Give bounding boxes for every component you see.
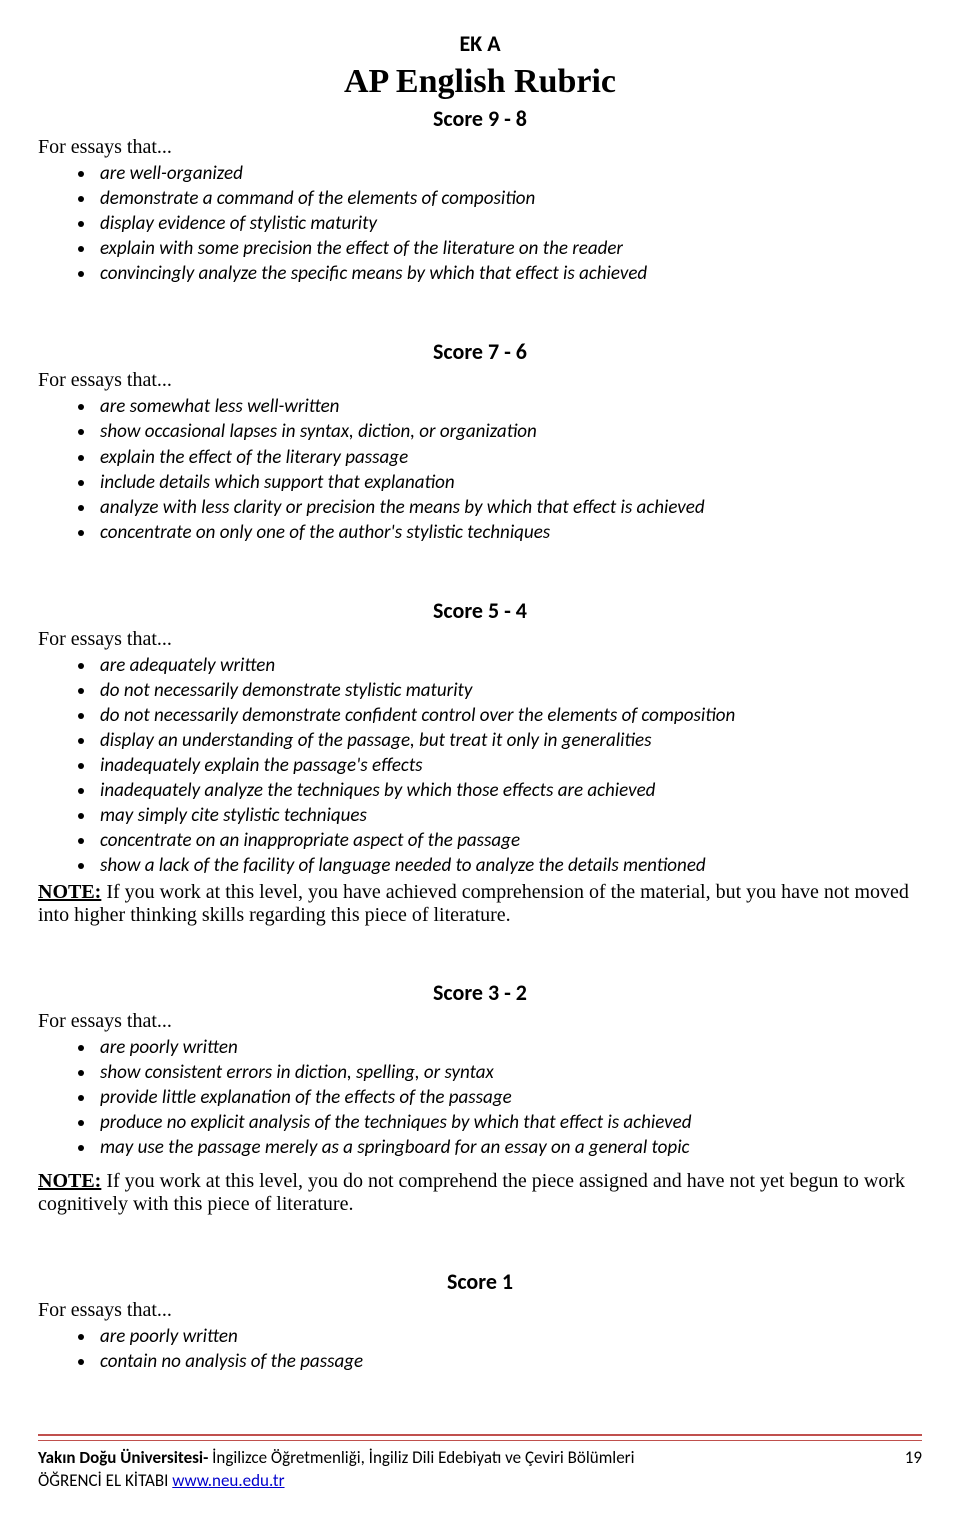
note-text: If you work at this level, you have achi… (38, 881, 909, 926)
header-label: EK A (38, 30, 922, 57)
lead-1: For essays that... (38, 369, 922, 392)
list-item: may use the passage merely as a springbo… (96, 1135, 922, 1160)
list-item: show a lack of the facility of language … (96, 853, 922, 878)
list-item: demonstrate a command of the elements of… (96, 186, 922, 211)
bullets-0: are well-organized demonstrate a command… (38, 161, 922, 286)
footer-rest: İngilizce Öğretmenliği, İngiliz Dili Ede… (208, 1447, 634, 1468)
lead-4: For essays that... (38, 1299, 922, 1322)
list-item: show consistent errors in diction, spell… (96, 1060, 922, 1085)
list-item: analyze with less clarity or precision t… (96, 495, 922, 520)
note-text: If you work at this level, you do not co… (38, 1170, 905, 1215)
score-3-2: Score 3 - 2 (38, 979, 922, 1006)
list-item: concentrate on only one of the author's … (96, 520, 922, 545)
footer: Yakın Doğu Üniversitesi- İngilizce Öğret… (38, 1434, 922, 1493)
footer-link[interactable]: www.neu.edu.tr (172, 1470, 284, 1491)
list-item: are adequately written (96, 653, 922, 678)
list-item: are poorly written (96, 1035, 922, 1060)
list-item: contain no analysis of the passage (96, 1349, 922, 1374)
list-item: include details which support that expla… (96, 470, 922, 495)
main-title: AP English Rubric (38, 63, 922, 101)
footer-rule (38, 1434, 922, 1441)
list-item: provide little explanation of the effect… (96, 1085, 922, 1110)
page-container: EK A AP English Rubric Score 9 - 8 For e… (0, 0, 960, 1513)
footer-content: Yakın Doğu Üniversitesi- İngilizce Öğret… (38, 1447, 922, 1493)
list-item: inadequately analyze the techniques by w… (96, 778, 922, 803)
footer-bold: Yakın Doğu Üniversitesi- (38, 1447, 208, 1468)
list-item: explain with some precision the effect o… (96, 236, 922, 261)
footer-line2-pre: ÖĞRENCİ EL KİTABI (38, 1470, 172, 1491)
lead-3: For essays that... (38, 1010, 922, 1033)
list-item: do not necessarily demonstrate stylistic… (96, 678, 922, 703)
bullets-1: are somewhat less well-written show occa… (38, 394, 922, 544)
list-item: are poorly written (96, 1324, 922, 1349)
score-9-8: Score 9 - 8 (38, 105, 922, 132)
note-3: NOTE: If you work at this level, you do … (38, 1170, 922, 1216)
list-item: concentrate on an inappropriate aspect o… (96, 828, 922, 853)
score-1: Score 1 (38, 1268, 922, 1295)
page-number: 19 (905, 1447, 922, 1468)
list-item: inadequately explain the passage's effec… (96, 753, 922, 778)
list-item: display evidence of stylistic maturity (96, 211, 922, 236)
list-item: are well-organized (96, 161, 922, 186)
bullets-2: are adequately written do not necessaril… (38, 653, 922, 879)
list-item: show occasional lapses in syntax, dictio… (96, 419, 922, 444)
note-label: NOTE: (38, 881, 101, 903)
list-item: may simply cite stylistic techniques (96, 803, 922, 828)
list-item: do not necessarily demonstrate confident… (96, 703, 922, 728)
list-item: are somewhat less well-written (96, 394, 922, 419)
footer-left: Yakın Doğu Üniversitesi- İngilizce Öğret… (38, 1447, 635, 1493)
lead-2: For essays that... (38, 628, 922, 651)
bullets-3: are poorly written show consistent error… (38, 1035, 922, 1160)
note-2: NOTE: If you work at this level, you hav… (38, 881, 922, 927)
list-item: convincingly analyze the specific means … (96, 261, 922, 286)
score-5-4: Score 5 - 4 (38, 597, 922, 624)
list-item: explain the effect of the literary passa… (96, 445, 922, 470)
list-item: display an understanding of the passage,… (96, 728, 922, 753)
list-item: produce no explicit analysis of the tech… (96, 1110, 922, 1135)
bullets-4: are poorly written contain no analysis o… (38, 1324, 922, 1374)
lead-0: For essays that... (38, 136, 922, 159)
score-7-6: Score 7 - 6 (38, 338, 922, 365)
note-label: NOTE: (38, 1170, 101, 1192)
